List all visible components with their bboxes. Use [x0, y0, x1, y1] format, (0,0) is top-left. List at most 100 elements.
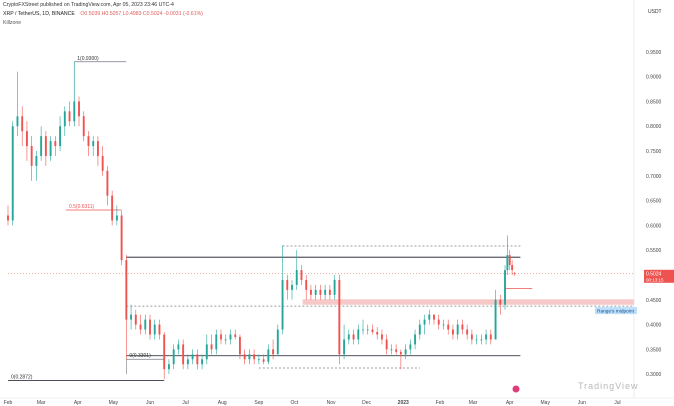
time-tick-label: Aug [218, 400, 227, 406]
candle-body [309, 289, 312, 295]
candle-body [324, 289, 327, 295]
candle-body [87, 136, 90, 147]
candle-body [101, 155, 104, 171]
candle-body [115, 215, 118, 221]
price-tick-label: 0.6500 [646, 199, 662, 205]
candle-body [44, 136, 47, 156]
candle-body [229, 334, 232, 340]
tradingview-logo[interactable]: TradingView [578, 381, 639, 391]
candle-body [40, 136, 43, 156]
time-tick-label: Jun [578, 400, 586, 406]
candle-body [451, 329, 454, 335]
candle-body [167, 364, 170, 370]
candle-body [371, 329, 374, 333]
candle-body [238, 336, 241, 355]
price-tick-label: 0.4000 [646, 323, 662, 329]
candle-body [163, 334, 166, 370]
chart-header: CryptoFXStreet published on TradingView.… [0, 0, 674, 32]
candle-body [158, 324, 161, 335]
candle-body [257, 359, 260, 361]
midpoint-label-bg [595, 307, 637, 315]
candle-body [63, 111, 66, 127]
candle-body [35, 155, 38, 166]
time-tick-label: Jul [182, 400, 188, 406]
candle-body [380, 334, 383, 340]
time-tick-label: Apr [74, 400, 82, 406]
candle-body [314, 289, 317, 295]
publisher-line: CryptoFXStreet published on TradingView.… [3, 2, 174, 8]
candle-body [295, 270, 298, 285]
price-axis[interactable]: USDT 0.9500 0.9000 0.8500 0.8000 0.7500 0.7000… [633, 0, 674, 398]
candle-body [395, 349, 398, 352]
candle-body [513, 273, 516, 274]
price-tick-label: 0.3000 [646, 372, 662, 378]
symbol-line: XRP / TetherUS, 1D, BINANCE O0.5039 H0.5… [3, 11, 203, 17]
candle-body [177, 344, 180, 350]
candle-body [437, 319, 440, 325]
price-tick-label: 0.8000 [646, 124, 662, 130]
candles-layer [7, 61, 516, 380]
candle-body [49, 141, 52, 156]
candle-body [82, 116, 85, 137]
candle-body [253, 354, 256, 360]
candle-body [68, 111, 71, 122]
candle-body [272, 349, 275, 355]
level-label: 0.5(0.6311) [69, 204, 95, 210]
candle-body [120, 215, 123, 261]
candle-body [186, 359, 189, 365]
candle-body [139, 324, 142, 330]
candle-body [205, 344, 208, 360]
candle-body [59, 126, 62, 147]
candle-body [220, 334, 222, 340]
candle-body [333, 279, 336, 295]
candle-body [489, 334, 492, 340]
candle-body [470, 334, 473, 340]
candle-body [404, 349, 407, 355]
level-label: 0(0.3301) [129, 353, 151, 359]
candle-body [130, 314, 133, 320]
last-price-value: 0.5024 [646, 271, 662, 277]
candle-body [319, 289, 322, 295]
level-label: 1(0.9300) [77, 56, 99, 62]
time-tick-label: Dec [362, 400, 371, 406]
candle-body [300, 270, 303, 280]
candle-body [21, 116, 24, 132]
time-tick-label: Feb [4, 400, 13, 406]
time-axis[interactable]: Feb Mar Apr May Jun Jul Aug Sep Oct Nov Dec 2023 Feb… [0, 397, 674, 406]
midpoint-label: Range's midpoint [597, 309, 635, 315]
time-tick-label: Sep [254, 400, 263, 406]
symbol-label: XRP / TetherUS, 1D, BINANCE [3, 11, 75, 17]
candle-body [508, 255, 511, 266]
candle-body [466, 329, 469, 335]
time-tick-label: Oct [290, 400, 298, 406]
candle-body [30, 146, 33, 166]
candle-body [73, 101, 76, 122]
indicator-label: Killzone [3, 20, 22, 26]
price-tick-label: 0.9500 [646, 50, 662, 56]
candle-body [54, 141, 57, 147]
candle-body [305, 279, 308, 290]
candle-body [504, 270, 506, 305]
candle-body [385, 339, 388, 350]
candle-body [485, 334, 488, 340]
time-tick-label: Apr [506, 400, 514, 406]
last-price-tag [644, 269, 674, 283]
candle-body [352, 334, 355, 340]
time-tick-label: Mar [37, 400, 46, 406]
candle-body [25, 131, 28, 147]
time-tick-label: Jul [614, 400, 620, 406]
candle-body [399, 351, 402, 355]
candle-body [409, 344, 412, 350]
candle-body [357, 329, 360, 340]
last-price-countdown: 00:13:15 [646, 277, 664, 282]
candle-body [418, 324, 421, 335]
candle-body [475, 339, 478, 341]
price-tick-label: 0.7000 [646, 174, 662, 180]
candle-body [267, 349, 270, 362]
time-tick-label: Mar [469, 400, 478, 406]
currency-label: USDT [648, 9, 662, 15]
candle-body [210, 344, 213, 350]
candle-body [191, 354, 194, 360]
candle-body [125, 260, 128, 320]
